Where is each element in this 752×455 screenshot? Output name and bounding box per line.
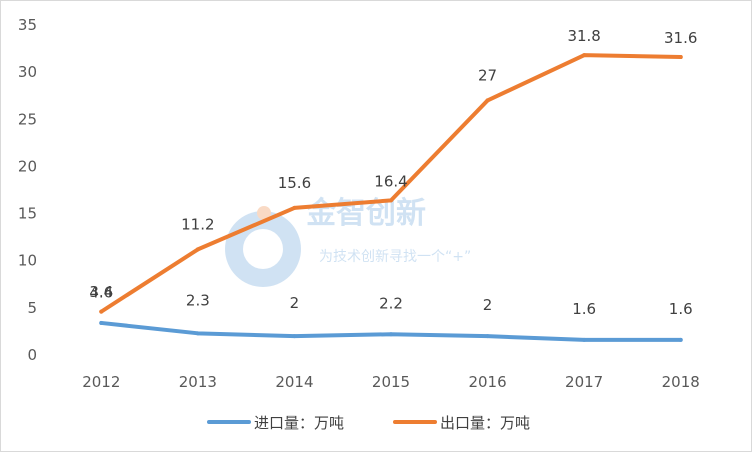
data-point: [582, 337, 587, 342]
y-tick-label: 30: [18, 63, 37, 81]
data-point: [678, 337, 683, 342]
legend-label: 出口量：万吨: [440, 414, 530, 432]
data-label: 1.6: [669, 300, 693, 318]
watermark-logo: 金智创新 为技术创新寻找一个“+”: [225, 196, 471, 287]
data-labels: 3.4 2.3 2 2.2 2 1.6 1.6 4.6 11.2 15.6 16.4 27 31.8 31…: [89, 27, 697, 318]
data-point: [389, 198, 393, 203]
data-label: 3.4: [89, 283, 113, 301]
y-tick-label: 35: [18, 16, 37, 34]
data-point: [99, 309, 104, 314]
data-label: 4.6: [89, 284, 113, 302]
legend-label: 进口量：万吨: [254, 414, 344, 432]
y-tick-label: 5: [27, 299, 37, 317]
data-point: [389, 332, 393, 337]
series-layer: [99, 53, 683, 342]
data-point: [582, 53, 587, 58]
y-tick-label: 0: [27, 346, 37, 364]
data-label: 2: [290, 294, 300, 312]
data-label: 1.6: [572, 300, 596, 318]
data-label: 31.8: [567, 27, 600, 45]
y-tick-label: 15: [18, 205, 37, 223]
x-tick-label: 2017: [565, 373, 603, 391]
watermark-inner-icon: [243, 229, 283, 269]
legend: 进口量：万吨 出口量：万吨: [207, 414, 530, 432]
x-tick-label: 2018: [662, 373, 700, 391]
data-point: [292, 334, 297, 339]
data-label: 16.4: [374, 172, 407, 190]
data-label: 27: [478, 66, 497, 84]
data-label: 2.3: [186, 291, 210, 309]
data-point: [292, 205, 297, 210]
axes: 0 5 10 15 20 25 30 35 2012 2013 2014 2015 2016 2017 20…: [18, 16, 700, 391]
data-point: [195, 331, 200, 336]
x-tick-label: 2015: [372, 373, 410, 391]
data-point: [99, 320, 104, 325]
watermark-dot-icon: [257, 206, 271, 220]
data-point: [678, 55, 683, 60]
data-label: 31.6: [664, 29, 697, 47]
y-tick-label: 25: [18, 110, 37, 128]
x-tick-label: 2014: [275, 373, 313, 391]
data-point: [485, 334, 490, 339]
y-tick-label: 20: [18, 157, 37, 175]
series-line-0: [99, 320, 683, 342]
data-label: 2: [483, 296, 493, 314]
data-point: [485, 98, 490, 103]
x-tick-label: 2016: [468, 373, 506, 391]
x-tick-label: 2013: [179, 373, 217, 391]
x-tick-label: 2012: [82, 373, 120, 391]
data-label: 2.2: [379, 294, 403, 312]
data-label: 11.2: [181, 215, 214, 233]
watermark-subtitle: 为技术创新寻找一个“+”: [319, 249, 471, 265]
data-label: 15.6: [278, 174, 311, 192]
y-tick-label: 10: [18, 252, 37, 270]
data-point: [195, 247, 200, 252]
